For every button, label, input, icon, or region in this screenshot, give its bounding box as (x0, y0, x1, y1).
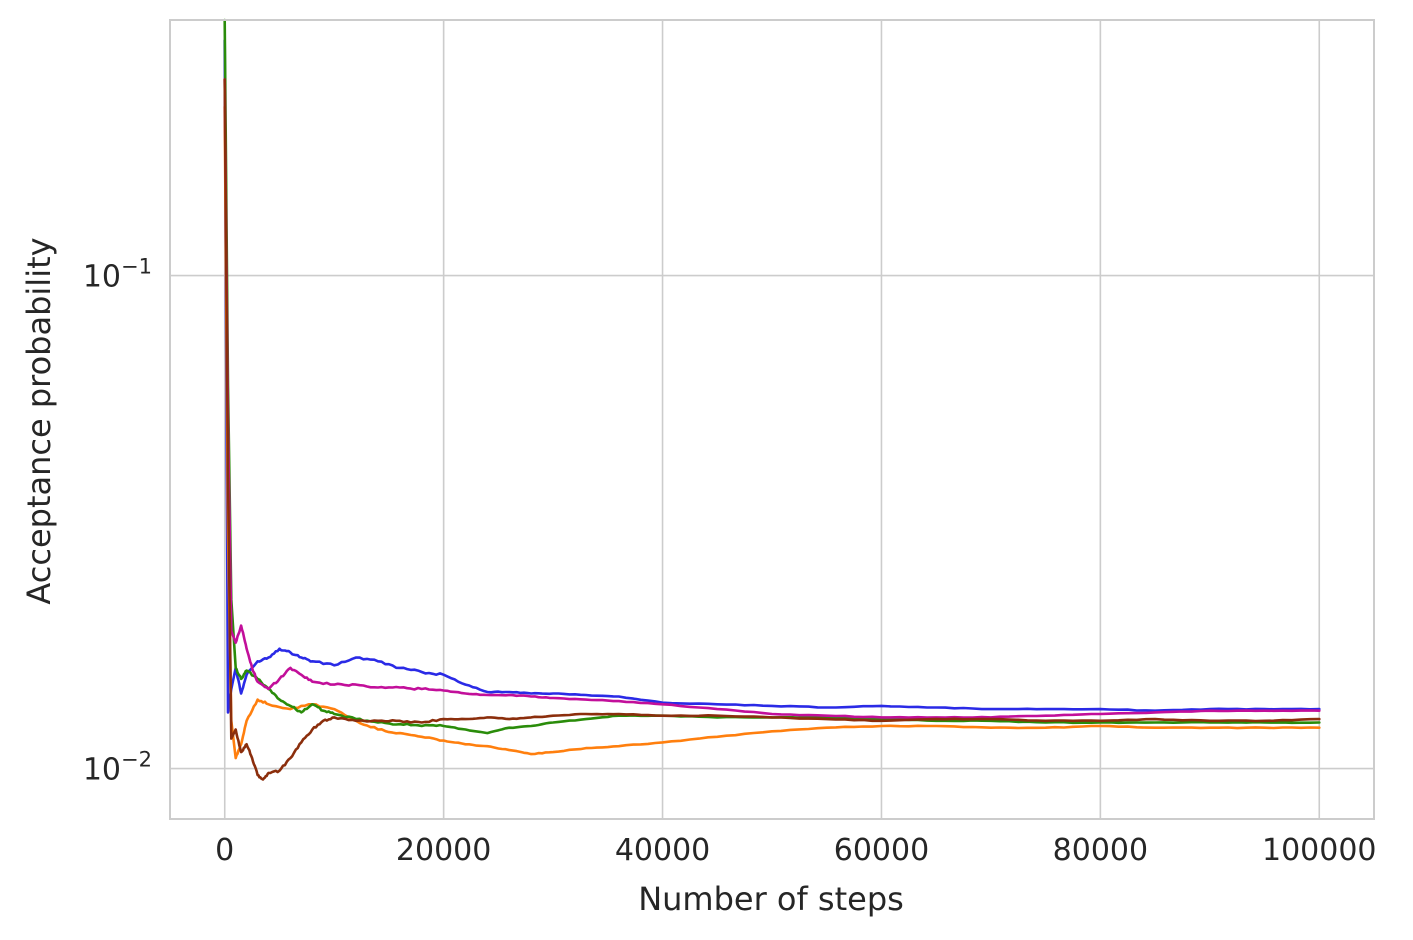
x-tick-labels: 0 20000 40000 60000 80000 100000 (215, 833, 1376, 868)
x-tick-label: 0 (215, 833, 234, 868)
series-line-1 (223, 39, 1321, 714)
x-tick-label: 60000 (834, 833, 929, 868)
y-axis-label: Acceptance probability (20, 237, 58, 604)
y-tick-label: 10−1 (83, 255, 152, 295)
series-line-3 (223, 18, 1321, 735)
grid-lines (170, 20, 1374, 819)
series-line-5 (223, 78, 1321, 781)
x-tick-label: 40000 (615, 833, 710, 868)
series-group (223, 18, 1321, 781)
x-tick-label: 100000 (1262, 833, 1377, 868)
x-tick-label: 80000 (1053, 833, 1148, 868)
y-tick-labels: 10−1 10−2 (83, 255, 152, 788)
series-line-4 (223, 78, 1321, 719)
series-line-2 (223, 105, 1321, 760)
x-axis-label: Number of steps (638, 880, 904, 918)
x-tick-label: 20000 (396, 833, 491, 868)
plot-frame (169, 19, 1375, 820)
y-tick-label: 10−2 (83, 748, 152, 788)
